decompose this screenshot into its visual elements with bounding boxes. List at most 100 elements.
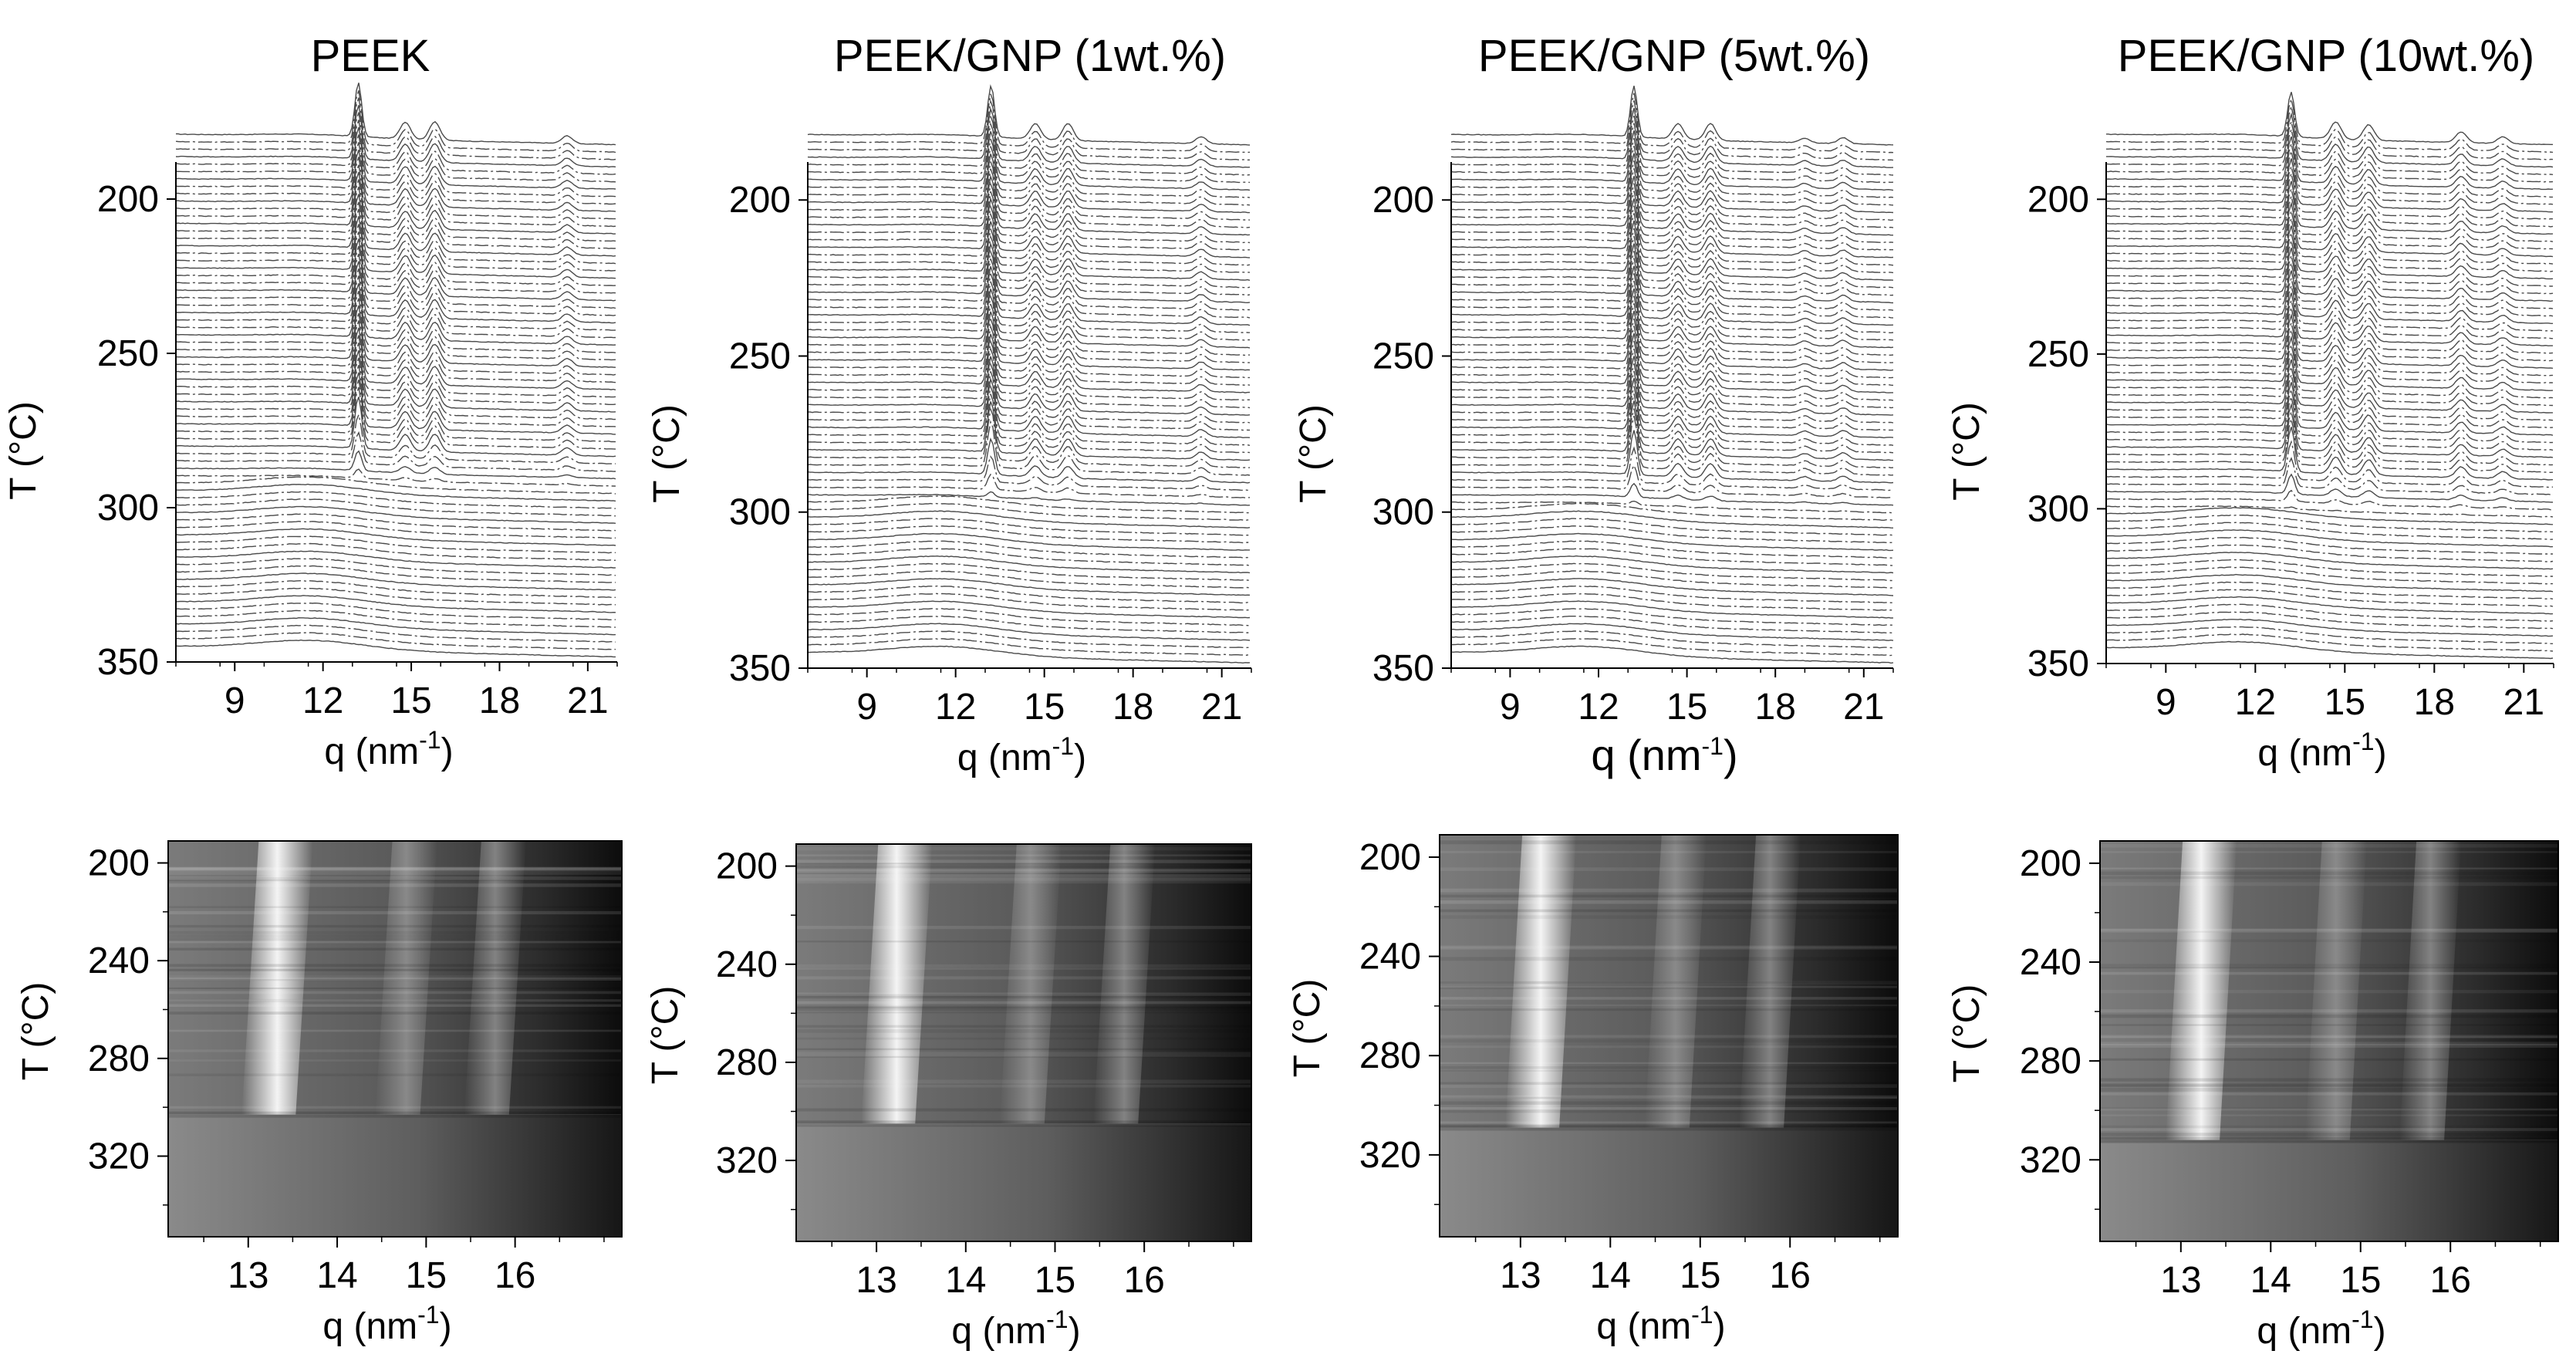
trace xyxy=(1450,333,1893,393)
trace xyxy=(1450,446,1894,491)
trace xyxy=(1450,615,1894,634)
heatmap-streak xyxy=(168,906,622,908)
trace xyxy=(2105,382,2554,436)
heatmap-frame xyxy=(795,843,1252,1242)
trace xyxy=(175,639,616,658)
heatmap-streak xyxy=(796,876,1251,880)
trace xyxy=(2105,596,2554,615)
trace xyxy=(2105,201,2554,258)
trace xyxy=(175,179,616,242)
trace xyxy=(175,498,616,517)
trace xyxy=(175,357,616,420)
heatmap-streak xyxy=(2100,1058,2558,1061)
trace xyxy=(2105,359,2553,414)
trace xyxy=(1450,123,1894,184)
trace xyxy=(1450,532,1894,552)
heatmap-streak xyxy=(1440,1109,1898,1113)
y-axis-label: T (°C) xyxy=(3,401,44,500)
trace xyxy=(807,371,1251,431)
trace xyxy=(807,473,1251,498)
x-tick-label: 16 xyxy=(2430,1260,2471,1301)
trace xyxy=(807,174,1251,236)
x-tick-label: 9 xyxy=(1500,687,1521,728)
trace xyxy=(175,261,616,324)
trace xyxy=(1450,585,1893,603)
heatmap-frame xyxy=(167,840,623,1238)
heatmap-streak xyxy=(796,854,1251,856)
y-tick-label: 200 xyxy=(1359,837,1421,878)
heatmap-streak xyxy=(1440,1106,1898,1110)
heatmap-streak xyxy=(1440,981,1898,985)
x-tick-label: 15 xyxy=(1666,687,1707,728)
trace xyxy=(2105,559,2553,578)
trace xyxy=(1451,400,1893,461)
trace xyxy=(807,393,1251,454)
trace xyxy=(1450,273,1894,334)
heatmap-streak xyxy=(2100,843,2558,848)
y-tick-label: 280 xyxy=(1359,1035,1421,1076)
trace xyxy=(2105,255,2554,309)
heatmap-band xyxy=(1739,835,1801,1128)
trace xyxy=(175,342,616,405)
trace xyxy=(175,157,616,220)
trace xyxy=(807,289,1251,349)
heatmap-band xyxy=(1093,844,1156,1124)
y-tick-label: 250 xyxy=(1372,336,1434,377)
trace xyxy=(2105,640,2554,660)
trace xyxy=(1450,356,1894,416)
trace xyxy=(175,298,616,361)
trace xyxy=(175,120,616,183)
trace xyxy=(175,624,616,643)
trace xyxy=(2106,216,2554,272)
y-axis-label: T (°C) xyxy=(15,982,56,1081)
heatmap-streak xyxy=(796,869,1251,873)
heatmap-streak xyxy=(1440,1095,1898,1099)
trace xyxy=(175,245,616,309)
heatmap-streak xyxy=(796,859,1251,864)
trace xyxy=(807,623,1251,641)
heatmap-streak xyxy=(168,879,622,882)
trace xyxy=(1450,318,1894,379)
trace xyxy=(807,356,1251,416)
x-tick-label: 21 xyxy=(1201,687,1242,728)
x-tick-label: 13 xyxy=(856,1260,896,1301)
heatmap-streak xyxy=(796,940,1251,943)
trace xyxy=(1450,348,1894,409)
trace xyxy=(2105,633,2554,652)
y-tick-label: 300 xyxy=(729,492,791,533)
trace xyxy=(1450,281,1894,341)
y-tick-label: 280 xyxy=(88,1038,150,1079)
trace xyxy=(2105,581,2554,599)
heatmap-chart-4: 13 14 15 16 200 240 280 320 q (nm-1) T (°C) xyxy=(1946,840,2559,1352)
trace xyxy=(2105,298,2554,354)
trace xyxy=(2106,240,2554,295)
trace xyxy=(807,502,1250,522)
trace xyxy=(2105,552,2554,570)
heatmap-plot xyxy=(796,844,1251,1241)
trace xyxy=(807,339,1250,401)
trace xyxy=(1450,265,1894,326)
trace xyxy=(1450,100,1894,161)
heatmap-streak xyxy=(168,969,622,971)
heatmap-streak xyxy=(2100,1035,2558,1038)
y-tick-label: 280 xyxy=(2020,1041,2081,1082)
trace xyxy=(175,632,616,650)
trace xyxy=(1450,502,1894,521)
heatmap-streak xyxy=(796,1001,1251,1005)
heatmap-streak xyxy=(2100,1024,2558,1026)
heatmap-streak xyxy=(1440,900,1898,904)
trace xyxy=(808,637,1251,657)
trace xyxy=(807,212,1251,273)
x-tick-label: 16 xyxy=(495,1255,535,1296)
heatmap-band xyxy=(2304,841,2367,1140)
x-tick-label: 14 xyxy=(1590,1255,1631,1296)
x-axis-label: q (nm-1) xyxy=(1596,1301,1725,1347)
heatmap-streak xyxy=(1440,1125,1898,1128)
trace xyxy=(175,558,616,576)
x-tick-label: 9 xyxy=(225,680,245,721)
trace xyxy=(1450,153,1894,214)
trace xyxy=(175,350,616,413)
y-tick-label: 200 xyxy=(88,843,150,884)
heatmap-streak xyxy=(168,871,622,875)
